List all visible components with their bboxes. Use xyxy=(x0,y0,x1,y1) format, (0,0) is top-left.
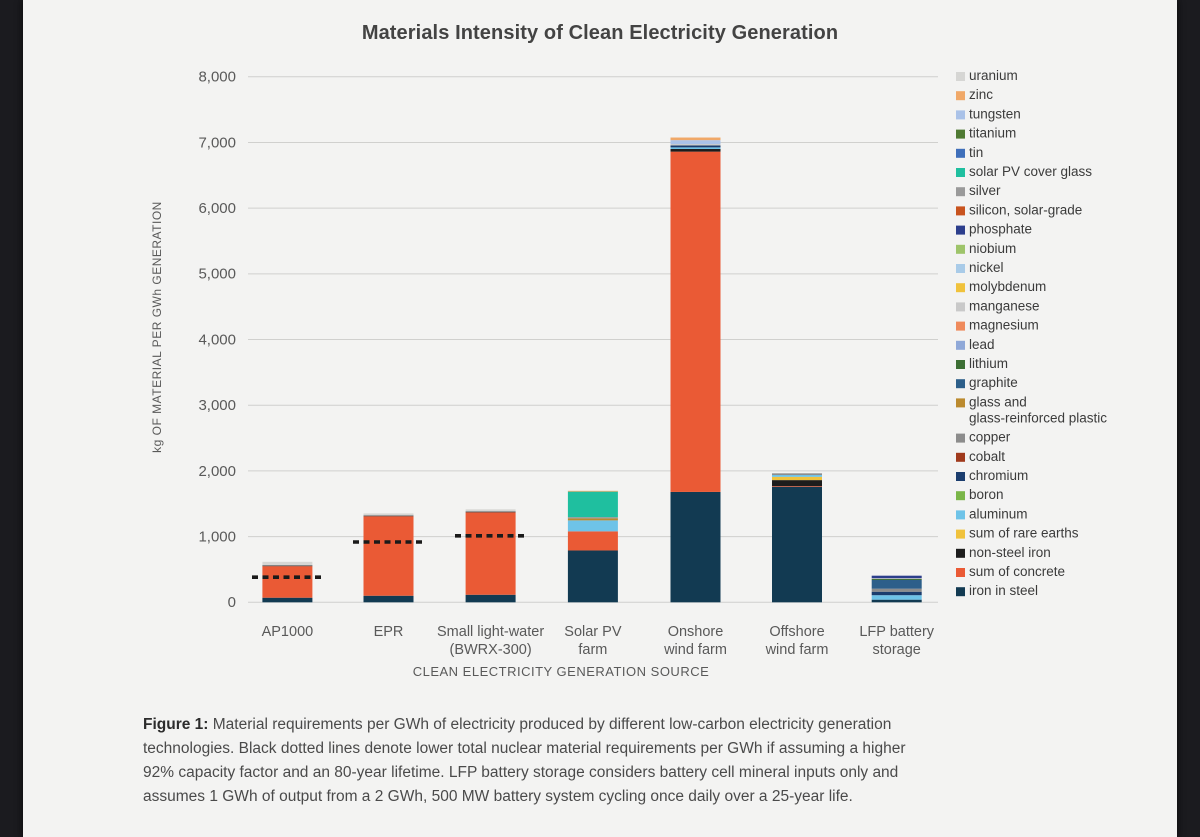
svg-text:AP1000: AP1000 xyxy=(262,624,314,640)
svg-text:wind farm: wind farm xyxy=(765,642,829,658)
svg-text:EPR: EPR xyxy=(374,624,404,640)
svg-text:magnesium: magnesium xyxy=(969,318,1039,333)
svg-text:sum of rare earths: sum of rare earths xyxy=(969,526,1079,541)
svg-text:wind farm: wind farm xyxy=(663,642,727,658)
svg-text:7,000: 7,000 xyxy=(198,134,236,151)
svg-text:3,000: 3,000 xyxy=(198,397,236,414)
svg-text:solar PV cover glass: solar PV cover glass xyxy=(969,164,1092,179)
svg-text:aluminum: aluminum xyxy=(969,506,1028,521)
svg-text:8,000: 8,000 xyxy=(198,69,236,86)
svg-text:phosphate: phosphate xyxy=(969,222,1032,237)
svg-text:manganese: manganese xyxy=(969,298,1040,313)
svg-text:uranium: uranium xyxy=(969,68,1018,83)
svg-text:lead: lead xyxy=(969,337,995,352)
svg-text:nickel: nickel xyxy=(969,260,1004,275)
svg-text:cobalt: cobalt xyxy=(969,449,1005,464)
svg-text:tungsten: tungsten xyxy=(969,106,1021,121)
svg-text:4,000: 4,000 xyxy=(198,331,236,348)
svg-text:copper: copper xyxy=(969,430,1011,445)
svg-text:graphite: graphite xyxy=(969,375,1018,390)
svg-text:Solar PV: Solar PV xyxy=(564,624,622,640)
svg-text:farm: farm xyxy=(578,642,607,658)
svg-text:iron in steel: iron in steel xyxy=(969,583,1038,598)
svg-text:2,000: 2,000 xyxy=(198,463,236,480)
svg-text:niobium: niobium xyxy=(969,241,1016,256)
svg-text:molybdenum: molybdenum xyxy=(969,279,1046,294)
svg-text:CLEAN ELECTRICITY GENERATION S: CLEAN ELECTRICITY GENERATION SOURCE xyxy=(413,664,710,679)
svg-text:storage: storage xyxy=(873,642,921,658)
svg-text:(BWRX-300): (BWRX-300) xyxy=(450,642,532,658)
svg-text:glass and: glass and xyxy=(969,394,1027,409)
svg-text:chromium: chromium xyxy=(969,468,1028,483)
svg-text:titanium: titanium xyxy=(969,126,1016,141)
svg-text:6,000: 6,000 xyxy=(198,200,236,217)
svg-text:Small light-water: Small light-water xyxy=(437,624,544,640)
svg-text:zinc: zinc xyxy=(969,87,993,102)
svg-text:LFP battery: LFP battery xyxy=(859,624,934,640)
svg-text:tin: tin xyxy=(969,145,983,160)
svg-text:silver: silver xyxy=(969,183,1001,198)
svg-text:boron: boron xyxy=(969,487,1004,502)
svg-text:kg OF MATERIAL PER GWh GENERAT: kg OF MATERIAL PER GWh GENERATION xyxy=(150,201,164,453)
svg-text:lithium: lithium xyxy=(969,356,1008,371)
svg-text:1,000: 1,000 xyxy=(198,529,236,546)
svg-text:sum of concrete: sum of concrete xyxy=(969,564,1065,579)
svg-text:silicon, solar-grade: silicon, solar-grade xyxy=(969,202,1082,217)
svg-text:non-steel iron: non-steel iron xyxy=(969,545,1051,560)
svg-text:Onshore: Onshore xyxy=(668,624,724,640)
svg-text:5,000: 5,000 xyxy=(198,266,236,283)
svg-text:Offshore: Offshore xyxy=(769,624,824,640)
svg-text:0: 0 xyxy=(228,594,236,611)
svg-text:glass-reinforced plastic: glass-reinforced plastic xyxy=(969,410,1107,425)
